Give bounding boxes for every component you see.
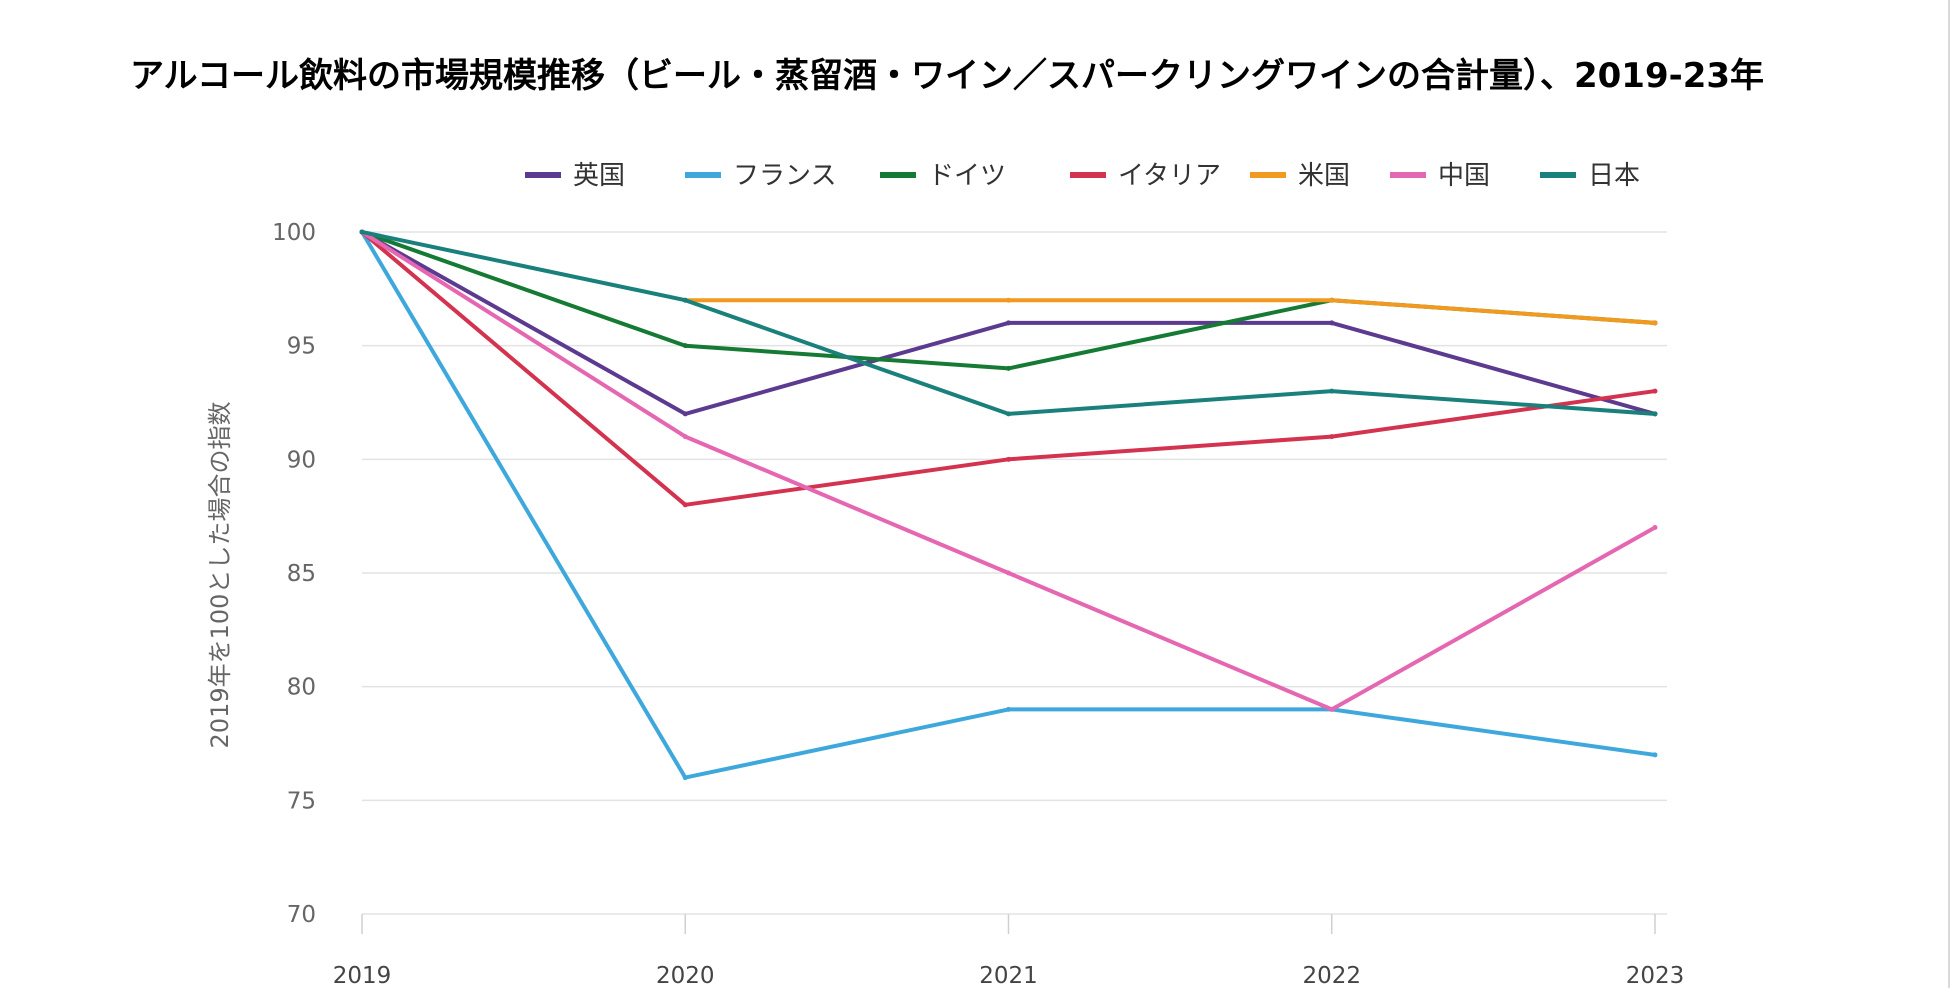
legend-label: ドイツ <box>928 161 1006 191</box>
x-tick-label: 2020 <box>656 963 715 988</box>
legend-item[interactable]: ドイツ <box>880 161 1006 191</box>
right-edge-divider <box>1948 0 1950 988</box>
legend-label: 英国 <box>573 161 625 191</box>
legend-item[interactable]: 中国 <box>1390 161 1490 191</box>
grid-lines <box>362 231 1667 915</box>
legend-item[interactable]: フランス <box>685 161 836 191</box>
data-point <box>1006 411 1011 417</box>
y-tick-label: 80 <box>287 675 316 701</box>
data-point <box>1652 752 1658 758</box>
data-point <box>682 411 688 417</box>
legend-item[interactable]: イタリア <box>1070 161 1221 191</box>
data-point <box>1329 706 1335 712</box>
data-point <box>1006 365 1011 371</box>
x-tick-label: 2023 <box>1626 963 1685 988</box>
y-tick-label: 90 <box>287 447 316 473</box>
data-point <box>1652 525 1658 531</box>
y-tick-label: 100 <box>272 220 316 246</box>
data-point <box>1652 411 1658 417</box>
legend-item[interactable]: 米国 <box>1250 161 1350 191</box>
data-point <box>682 343 688 349</box>
data-point <box>1329 320 1335 326</box>
data-point <box>682 775 688 781</box>
data-point <box>1006 570 1011 576</box>
legend-label: 日本 <box>1588 161 1640 191</box>
data-point <box>682 434 688 440</box>
data-point <box>1006 456 1011 462</box>
series-line-4 <box>683 298 1657 325</box>
x-tick-label: 2019 <box>333 963 392 988</box>
legend-label: イタリア <box>1118 161 1221 191</box>
y-tick-label: 70 <box>287 902 316 928</box>
legend-item[interactable]: 日本 <box>1540 161 1640 191</box>
y-tick-label: 75 <box>287 788 316 814</box>
x-axis-ticks: 2019 2020 2021 2022 2023 <box>333 914 1685 988</box>
legend-item[interactable]: 英国 <box>525 161 625 191</box>
data-point <box>682 502 688 508</box>
y-tick-label: 95 <box>287 334 316 360</box>
data-point <box>682 297 688 303</box>
x-tick-label: 2021 <box>979 963 1038 988</box>
data-point <box>1329 434 1335 440</box>
data-point <box>359 229 365 235</box>
legend-label: 米国 <box>1298 161 1350 191</box>
y-axis-label: 2019年を100とした場合の指数 <box>206 402 234 749</box>
series-line-5 <box>360 230 1657 712</box>
data-point <box>1652 388 1658 394</box>
data-point <box>1329 388 1335 394</box>
legend-label: 中国 <box>1438 161 1490 191</box>
legend-label: フランス <box>733 161 836 191</box>
data-point <box>1006 320 1011 326</box>
data-point <box>1006 297 1011 303</box>
y-axis-ticks: 70 75 80 85 90 95 100 <box>272 220 316 928</box>
series-line-1 <box>360 230 1657 780</box>
x-tick-label: 2022 <box>1302 963 1361 988</box>
legend: 英国 フランス ドイツ イタリア 米国 中国 日本 <box>525 161 1640 191</box>
series-lines <box>359 229 1658 781</box>
y-tick-label: 85 <box>287 561 316 587</box>
data-point <box>1006 706 1011 712</box>
data-point <box>1652 320 1658 326</box>
chart-title: アルコール飲料の市場規模推移（ビール・蒸留酒・ワイン／スパークリングワインの合計… <box>130 56 1765 96</box>
data-point <box>1329 297 1335 303</box>
